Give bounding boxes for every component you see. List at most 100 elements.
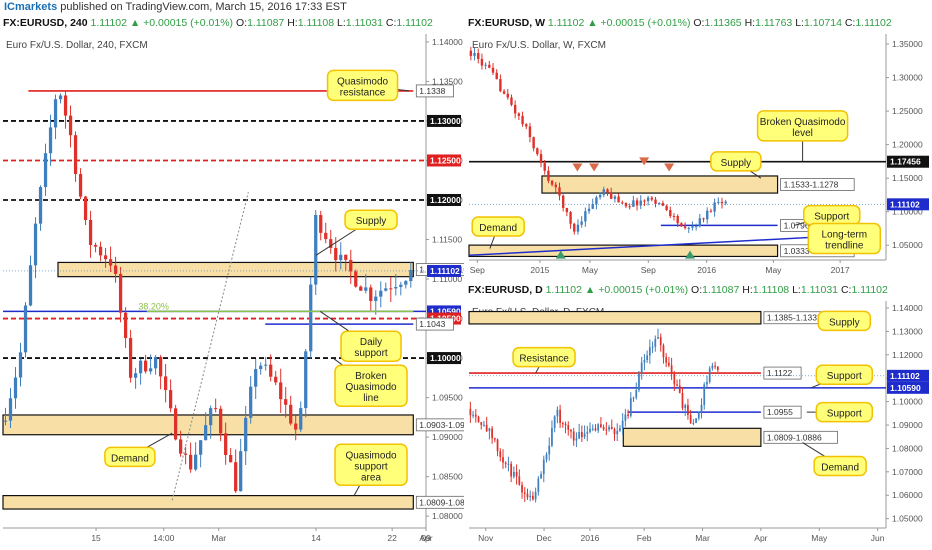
h4-zone-rect <box>57 261 414 278</box>
weekly-y-tick-label: 1.25000 <box>892 106 923 116</box>
h4-candle <box>324 232 328 240</box>
h4-candle <box>349 259 353 272</box>
h4-callout-text: Supply <box>356 216 387 227</box>
h4-zone-rect <box>2 494 414 510</box>
weekly-candle <box>584 211 587 222</box>
h4-symbol[interactable]: FX:EURUSD, 240 <box>3 17 88 29</box>
weekly-candle <box>698 218 702 227</box>
h4-level-axis-tag <box>427 352 461 365</box>
daily-candle <box>493 438 496 440</box>
weekly-candle <box>506 93 509 98</box>
h4-x-tick-label: 15 <box>91 533 101 543</box>
daily-chart[interactable]: Euro Fx/U.S. Dollar, D, FXCM1.140001.130… <box>466 283 932 550</box>
daily-x-tick-label: 2016 <box>580 533 599 543</box>
weekly-callout-text: trendline <box>825 241 864 252</box>
weekly-symbol[interactable]: FX:EURUSD, W <box>468 17 545 29</box>
h4-candle <box>314 215 318 285</box>
daily-candle <box>659 337 662 346</box>
weekly-chart-panel[interactable]: FX:EURUSD, W 1.11102 ▲ +0.00015 (+0.01%)… <box>466 16 932 282</box>
h4-candle <box>274 376 278 383</box>
daily-x-tick-label: Nov <box>478 533 494 543</box>
weekly-current-price-label: 1.11102 <box>890 199 920 209</box>
publish-header: ICmarkets published on TradingView.com, … <box>0 0 932 16</box>
h4-x-tick-label: Mar <box>211 533 226 543</box>
h4-change: 1.11102 ▲ +0.00015 (+0.01%) <box>90 17 234 29</box>
h4-callout-box <box>326 69 399 102</box>
daily-y-tick-label: 1.08000 <box>892 443 923 453</box>
weekly-candle <box>539 154 543 164</box>
h4-y-tick-label: 1.09500 <box>432 393 463 403</box>
h4-callout-text: Daily <box>360 337 382 348</box>
weekly-y-tick-label: 1.30000 <box>892 73 923 83</box>
h4-candle <box>254 369 258 387</box>
h4-y-tick-label: 1.09000 <box>432 432 463 442</box>
daily-callout-text: Support <box>827 409 862 420</box>
weekly-candle <box>525 124 528 127</box>
daily-symbol[interactable]: FX:EURUSD, D <box>468 284 543 296</box>
h4-candle <box>58 95 63 100</box>
h4-candle <box>93 244 98 247</box>
daily-candle <box>586 431 589 434</box>
daily-x-tick-label: Mar <box>695 533 710 543</box>
brand-name[interactable]: ICmarkets <box>4 1 58 13</box>
daily-candle <box>662 345 665 358</box>
weekly-x-tick-label: Sep <box>641 265 656 275</box>
weekly-candle <box>617 196 620 203</box>
h4-callout-box <box>334 364 408 407</box>
weekly-candle <box>495 72 498 80</box>
h4-level-axis-label: 1.13000 <box>430 116 461 126</box>
h4-chart-panel[interactable]: FX:EURUSD, 240 1.11102 ▲ +0.00015 (+0.01… <box>0 16 464 550</box>
daily-zone-label-box <box>763 430 838 444</box>
daily-candle <box>488 428 491 432</box>
h4-fib-label: 38.20% <box>138 301 169 311</box>
weekly-callout-box <box>471 216 525 237</box>
h4-chart[interactable]: Euro Fx/U.S. Dollar, 240, FXCM 1.14000 1.1… <box>0 16 464 550</box>
weekly-open: 1.11365 <box>704 17 742 29</box>
weekly-callout-box <box>710 151 762 172</box>
h4-x-tick-label: 14 <box>311 533 321 543</box>
daily-candle <box>474 414 477 417</box>
publish-info: published on TradingView.com, March 15, … <box>60 1 347 13</box>
h4-y-tick-label: 1.13500 <box>432 76 463 86</box>
daily-candle <box>469 408 472 416</box>
daily-candle <box>629 398 632 416</box>
weekly-subtitle: Euro Fx/U.S. Dollar, W, FXCM <box>472 40 606 51</box>
daily-candle <box>711 365 714 369</box>
daily-level-label-box <box>763 366 802 380</box>
daily-y-tick-label: 1.14000 <box>892 303 923 313</box>
h4-candle <box>108 259 113 266</box>
daily-callout-box <box>512 346 576 368</box>
h4-candle <box>204 425 208 441</box>
weekly-chart[interactable]: Euro Fx/U.S. Dollar, W, FXCM 1.35000 1.300… <box>466 16 932 282</box>
daily-candle <box>646 355 649 360</box>
h4-candle <box>299 408 303 430</box>
h4-candle <box>384 288 388 291</box>
weekly-up-arrow-icon <box>685 250 696 259</box>
weekly-symbol-header: FX:EURUSD, W 1.11102 ▲ +0.00015 (+0.01%)… <box>468 17 892 29</box>
weekly-change: 1.11102 ▲ +0.00015 (+0.01%) <box>547 17 691 29</box>
weekly-callout-box <box>807 222 882 255</box>
daily-chart-panel[interactable]: FX:EURUSD, D 1.11102 ▲ +0.00015 (+0.01%)… <box>466 283 932 550</box>
weekly-callout-text: Supply <box>721 158 752 169</box>
h4-candle <box>309 284 313 352</box>
weekly-candle <box>683 226 687 229</box>
daily-candle <box>515 471 518 477</box>
h4-level-label: 1.1043 <box>419 319 445 329</box>
weekly-candle <box>517 113 521 116</box>
weekly-candle <box>598 194 602 198</box>
daily-x-tick-label: May <box>811 533 828 543</box>
daily-candle <box>542 459 545 475</box>
weekly-candle <box>565 207 569 213</box>
weekly-y-tick-label: 1.35000 <box>892 39 923 49</box>
weekly-callout-text: Broken Quasimodo <box>760 117 846 128</box>
h4-candle <box>158 357 163 377</box>
weekly-candle <box>650 197 654 200</box>
h4-candle <box>239 451 243 492</box>
h4-zone-label-box <box>415 495 464 509</box>
weekly-candle <box>613 196 617 199</box>
h4-level-axis-label: 1.10590 <box>430 306 461 316</box>
h4-candle <box>103 255 108 260</box>
daily-zone-label: 1.0809-1.0886 <box>767 432 822 442</box>
h4-candle <box>334 247 338 261</box>
h4-candle <box>304 351 308 409</box>
